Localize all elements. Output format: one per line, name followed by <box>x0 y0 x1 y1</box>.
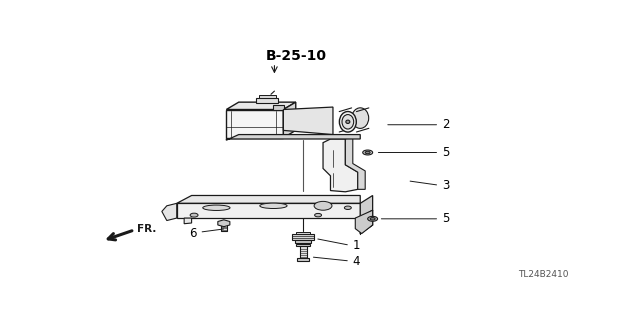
Ellipse shape <box>260 203 287 209</box>
Polygon shape <box>360 196 372 218</box>
Text: 1: 1 <box>318 239 360 252</box>
Polygon shape <box>355 210 372 234</box>
Ellipse shape <box>346 120 350 123</box>
Text: 6: 6 <box>189 227 223 240</box>
Bar <box>273 105 284 109</box>
Text: 5: 5 <box>381 212 449 225</box>
Polygon shape <box>162 203 177 220</box>
Bar <box>296 244 310 246</box>
Polygon shape <box>284 102 296 138</box>
Ellipse shape <box>352 108 369 128</box>
Text: B-25-10: B-25-10 <box>265 49 326 63</box>
Circle shape <box>344 206 351 210</box>
Polygon shape <box>184 218 191 224</box>
Ellipse shape <box>342 115 354 129</box>
Polygon shape <box>360 210 372 234</box>
Text: 2: 2 <box>388 118 449 131</box>
Bar <box>297 258 309 261</box>
Bar <box>259 95 276 98</box>
Bar <box>296 232 310 234</box>
Circle shape <box>314 201 332 210</box>
Bar <box>295 241 311 243</box>
Polygon shape <box>284 107 333 135</box>
Circle shape <box>367 216 378 221</box>
Polygon shape <box>227 102 296 109</box>
Polygon shape <box>177 196 360 203</box>
Bar <box>227 109 284 138</box>
Circle shape <box>190 213 198 217</box>
Circle shape <box>315 213 321 217</box>
Circle shape <box>365 151 370 154</box>
Polygon shape <box>323 139 358 192</box>
Polygon shape <box>346 137 365 189</box>
Text: 5: 5 <box>378 146 449 159</box>
Ellipse shape <box>203 205 230 211</box>
Circle shape <box>363 150 372 155</box>
Ellipse shape <box>339 112 356 132</box>
Bar <box>256 98 278 103</box>
Text: TL24B2410: TL24B2410 <box>518 270 568 279</box>
Bar <box>300 245 307 258</box>
Bar <box>221 223 227 231</box>
Circle shape <box>370 218 375 220</box>
Text: FR.: FR. <box>137 224 156 234</box>
Polygon shape <box>227 135 360 140</box>
Bar <box>292 234 314 241</box>
Bar <box>177 203 360 218</box>
Text: 3: 3 <box>410 179 449 192</box>
Text: 4: 4 <box>314 255 360 268</box>
